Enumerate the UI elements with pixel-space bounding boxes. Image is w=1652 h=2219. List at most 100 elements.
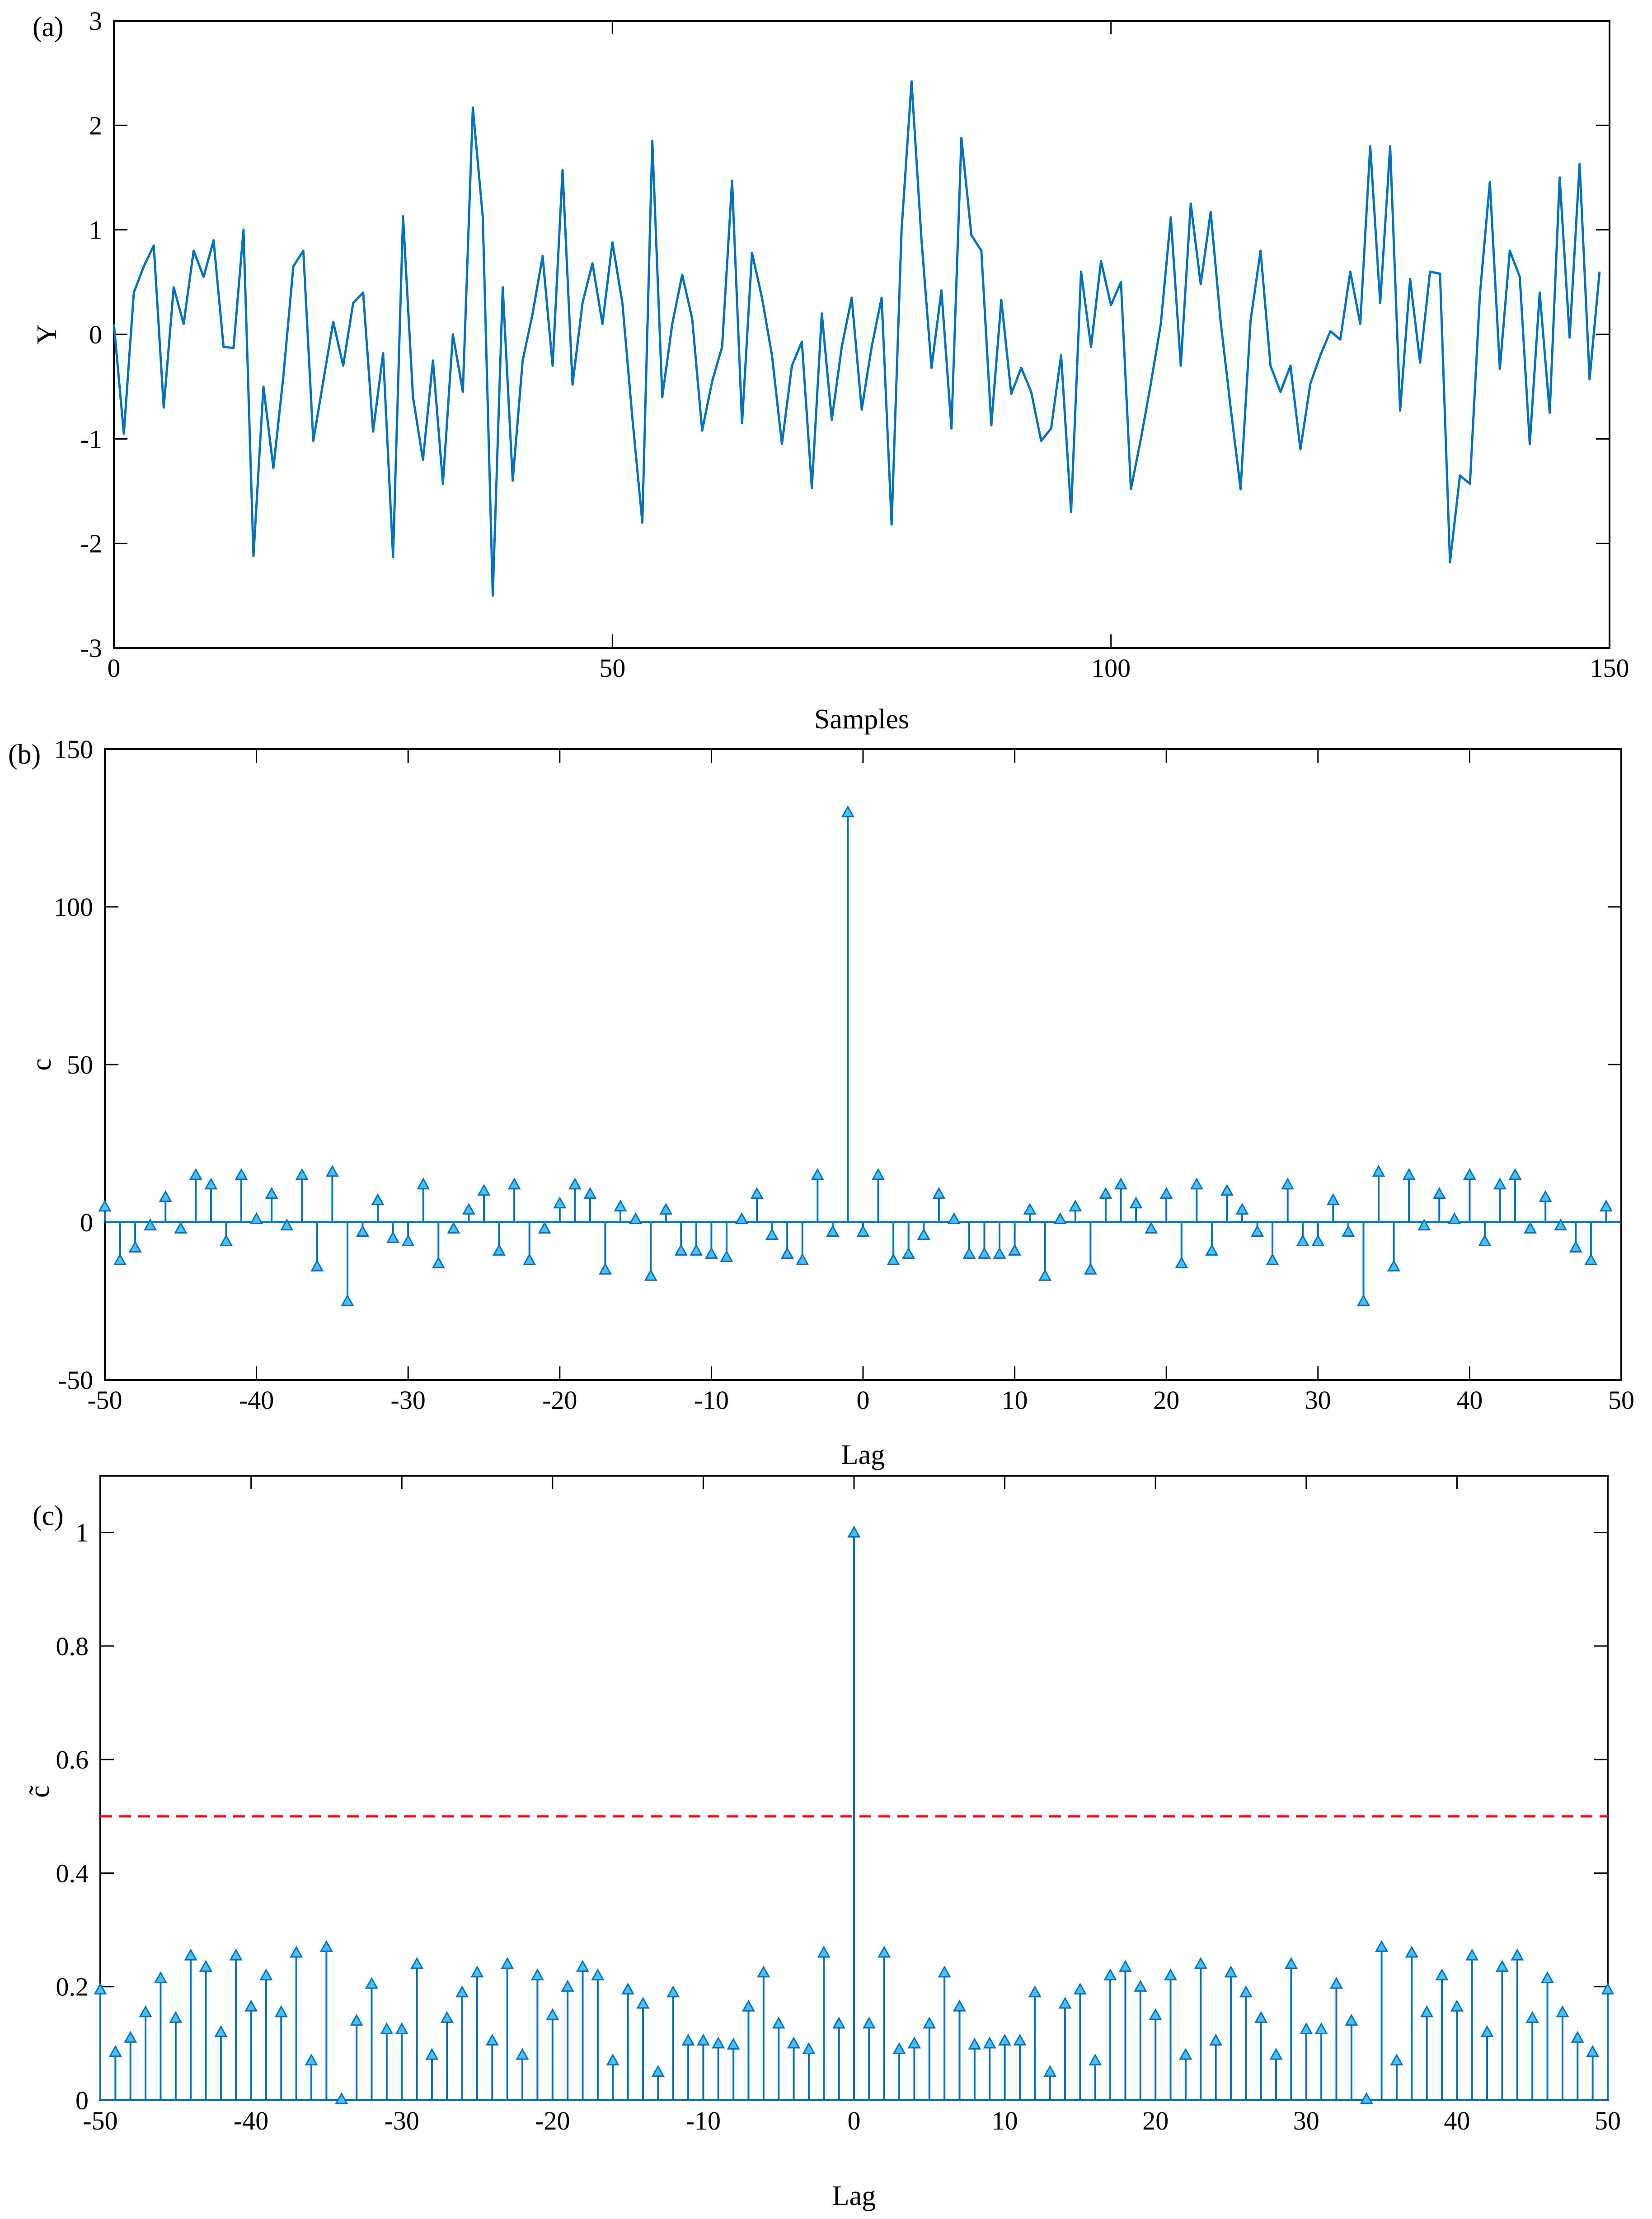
stem-marker — [872, 1168, 885, 1180]
stem-marker — [417, 1178, 430, 1190]
stem-marker — [614, 1200, 627, 1212]
stem-marker — [1023, 1202, 1037, 1215]
stem-marker — [727, 2037, 740, 2050]
stem-marker — [259, 1968, 273, 1980]
stem-marker — [968, 2037, 981, 2050]
stem-marker — [477, 1184, 491, 1196]
stem-marker — [1342, 1224, 1355, 1237]
stem-marker — [1586, 2045, 1600, 2057]
panel-a-ylabel: Y — [32, 324, 62, 345]
stem-marker — [742, 1999, 756, 2012]
panel-b-plot-frame — [104, 748, 1622, 1381]
stem-marker — [199, 1960, 213, 1972]
stem-marker — [1149, 2008, 1162, 2020]
stem-marker — [1601, 1982, 1614, 1995]
panel-c-xlabel: Lag — [832, 2181, 876, 2211]
stem-marker — [1159, 1187, 1173, 1199]
stem-marker — [1145, 1221, 1158, 1234]
x-tick-label: 10 — [1002, 1385, 1028, 1415]
stem-marker — [184, 1948, 197, 1961]
stem-marker — [1134, 1980, 1147, 1992]
stem-marker — [1539, 1190, 1552, 1202]
stem-marker — [1069, 1200, 1082, 1212]
stem-marker — [832, 2017, 846, 2029]
stem-marker — [606, 2053, 620, 2066]
stem-marker — [704, 1247, 718, 1259]
stem-marker — [1103, 1968, 1117, 1980]
stem-marker — [1118, 1960, 1132, 1972]
stem-marker — [325, 1165, 339, 1177]
stem-marker — [1194, 1957, 1207, 1969]
x-tick-label: 30 — [1305, 1385, 1331, 1415]
stem-marker — [977, 1247, 991, 1259]
x-tick-label: -50 — [87, 1385, 122, 1415]
stem-marker — [1511, 1948, 1524, 1961]
stem-marker — [108, 2045, 122, 2057]
stem-marker — [1356, 1294, 1370, 1306]
stem-marker — [1099, 1187, 1112, 1199]
stem-marker — [1405, 1946, 1418, 1958]
stem-marker — [983, 2036, 996, 2049]
stem-marker — [802, 2042, 816, 2055]
stem-marker — [1266, 1253, 1279, 1265]
stem-marker — [274, 2005, 288, 2017]
stem-marker — [1360, 2092, 1373, 2104]
y-tick-label: 50 — [67, 1050, 93, 1079]
stem-marker — [735, 1212, 749, 1224]
stem-marker — [1435, 1968, 1449, 1980]
stem-marker — [598, 1262, 612, 1275]
stem-marker — [1417, 1218, 1431, 1231]
stem-marker — [1463, 1168, 1476, 1180]
stem-marker — [1053, 1212, 1067, 1224]
x-tick-label: 10 — [992, 2106, 1018, 2135]
stem-marker — [907, 2036, 921, 2049]
panel-b-xlabel: Lag — [841, 1440, 885, 1470]
stem-marker — [1296, 1234, 1309, 1246]
stem-marker — [651, 2065, 665, 2077]
stem-marker — [1311, 1234, 1325, 1246]
x-tick-label: 0 — [857, 1385, 870, 1415]
stem-marker — [350, 2014, 363, 2026]
stem-marker — [1251, 1224, 1264, 1237]
stem-marker — [1375, 1940, 1389, 1952]
stem-marker — [591, 1968, 605, 1980]
stem-marker — [841, 805, 854, 817]
stem-marker — [295, 1168, 309, 1180]
stem-marker — [1345, 2014, 1358, 2026]
stem-marker — [319, 1940, 333, 1952]
x-tick-label: 50 — [599, 653, 625, 683]
stem-marker — [757, 1966, 770, 1978]
stem-marker — [386, 1231, 400, 1243]
stem-marker — [1129, 1196, 1143, 1209]
stem-marker — [219, 1234, 233, 1246]
stem-marker — [796, 1253, 809, 1265]
stem-marker — [932, 1187, 946, 1199]
stem-marker — [923, 2017, 936, 2029]
stem-marker — [189, 1168, 202, 1180]
stem-marker — [455, 1985, 469, 1998]
stem-marker — [720, 1250, 733, 1262]
x-tick-label: 50 — [1595, 2106, 1621, 2135]
stem-marker — [1525, 2011, 1539, 2023]
y-tick-label: 0.4 — [56, 1858, 89, 1888]
stem-marker — [229, 1948, 243, 1961]
stem-marker — [1402, 1168, 1416, 1180]
stem-marker — [1450, 1999, 1464, 2012]
stem-marker — [154, 1971, 167, 1983]
stem-marker — [1254, 2011, 1268, 2023]
stem-marker — [1209, 2033, 1223, 2046]
stem-marker — [1038, 1269, 1052, 1281]
stem-marker — [1190, 1178, 1203, 1190]
x-tick-label: -40 — [239, 1385, 274, 1415]
stem-marker — [516, 2048, 529, 2060]
stem-marker — [1084, 1262, 1097, 1275]
y-tick-label: 0 — [89, 320, 102, 349]
x-tick-label: -30 — [385, 2106, 419, 2135]
x-tick-label: -50 — [83, 2106, 117, 2135]
panel-a-time-series: 0 50 100 150 -3 -2 -1 0 1 2 3 (a) Samples Y — [32, 6, 1629, 735]
stem-marker — [644, 1269, 657, 1281]
stem-marker — [947, 1212, 961, 1224]
stem-marker — [772, 2017, 785, 2029]
stem-marker — [811, 1168, 824, 1180]
stem-marker — [621, 1982, 635, 1995]
